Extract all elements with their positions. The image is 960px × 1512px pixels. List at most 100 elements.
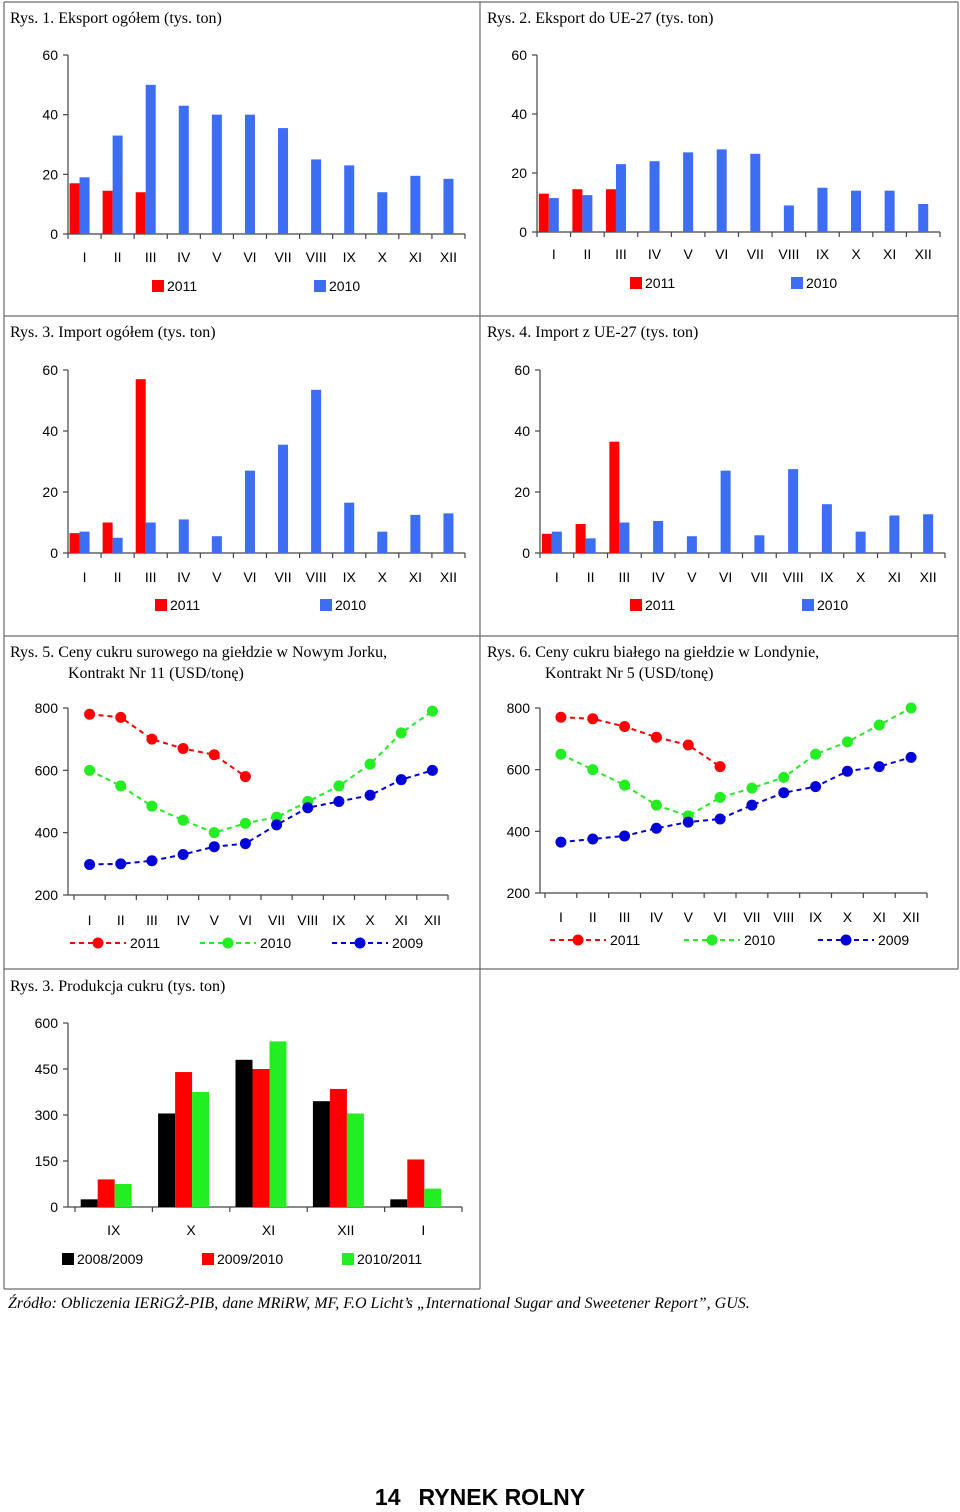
rys4-bar-2010-I	[551, 531, 562, 553]
rys2-legend-swatch-2011	[630, 277, 642, 289]
rys1-bar-2011-III	[135, 192, 146, 234]
rys1-x-tick-label: X	[378, 249, 388, 265]
rys7-legend-swatch-2009/2010	[202, 1253, 214, 1265]
rys6-point-2009-II	[587, 833, 599, 845]
rys5-point-2011-IV	[177, 743, 189, 755]
rys1-bar-2010-IV	[178, 105, 189, 234]
rys4-x-tick-label: III	[619, 569, 631, 585]
rys1-bar-2010-III	[145, 84, 156, 234]
rys7-x-tick-label: XI	[262, 1222, 275, 1238]
rys6-y-tick-label: 800	[507, 700, 531, 716]
rys5-point-2009-II	[115, 858, 127, 870]
rys6-point-2011-I	[555, 711, 567, 723]
rys6-y-tick-label: 400	[507, 823, 531, 839]
rys4-bar-2010-III	[619, 522, 630, 553]
rys3-title: Rys. 3. Import ogółem (tys. ton)	[10, 324, 216, 341]
rys7-y-tick-label: 150	[35, 1153, 59, 1169]
rys5-line-2011	[89, 713, 246, 778]
rys2-bar-2011-II	[572, 189, 583, 232]
rys6-point-2011-V	[682, 739, 694, 751]
rys1-bar-2011-II	[102, 190, 113, 234]
rys3-x-tick-label: V	[212, 569, 222, 585]
rys2-x-tick-label: III	[615, 246, 627, 262]
rys2-y-tick-label: 20	[511, 165, 527, 181]
rys7-x-tick-label: IX	[107, 1222, 121, 1238]
rys4-bar-2011-I	[541, 533, 552, 553]
rys6-title: Rys. 6. Ceny cukru białego na giełdzie w…	[487, 644, 820, 661]
rys7-y-tick-label: 0	[50, 1199, 58, 1215]
rys5-y-tick-label: 400	[35, 825, 59, 841]
rys6-line-2011	[560, 716, 721, 768]
rys1-x-tick-label: I	[83, 249, 87, 265]
rys3-x-tick-label: II	[114, 569, 122, 585]
rys6-point-2010-VI	[714, 791, 726, 803]
rys6-subtitle: Kontrakt Nr 5 (USD/tonę)	[545, 665, 714, 682]
rys2-legend-label-2011: 2011	[645, 275, 675, 291]
rys6-legend-label-2011: 2011	[610, 932, 640, 948]
rys3-y-tick-label: 20	[42, 484, 58, 500]
rys2-x-tick-label: X	[851, 246, 861, 262]
rys3-bar-2010-IX	[344, 502, 355, 553]
rys7-bar-2008/2009-I	[390, 1199, 408, 1207]
rys3-y-tick-label: 60	[42, 362, 58, 378]
rys5-legend-marker-2010	[222, 937, 234, 949]
rys2-y-tick-label: 40	[511, 106, 527, 122]
rys6-point-2010-III	[619, 779, 631, 791]
rys6-y-tick-label: 200	[507, 885, 531, 901]
rys5-x-tick-label: VIII	[297, 912, 318, 928]
rys1-legend-label-2011: 2011	[167, 278, 197, 294]
rys2-legend-swatch-2010	[791, 277, 803, 289]
rys3-legend-swatch-2010	[320, 599, 332, 611]
rys6-point-2009-XII	[905, 751, 917, 763]
rys6-x-tick-label: VIII	[773, 909, 794, 925]
rys2-x-tick-label: VII	[747, 246, 764, 262]
rys3-x-tick-label: X	[378, 569, 388, 585]
rys4-x-tick-label: IV	[652, 569, 666, 585]
rys1-x-tick-label: VII	[274, 249, 291, 265]
rys6-legend-label-2009: 2009	[878, 932, 909, 948]
rys7-bar-2009/2010-I	[407, 1159, 425, 1207]
rys4-y-tick-label: 60	[514, 362, 530, 378]
rys1-legend-label-2010: 2010	[329, 278, 360, 294]
rys5-point-2010-XI	[395, 727, 407, 739]
rys1-x-tick-label: III	[145, 249, 157, 265]
rys7-legend-label-2008/2009: 2008/2009	[77, 1251, 143, 1267]
rys1-bar-2010-VII	[278, 128, 289, 234]
rys4-bar-2010-V	[686, 536, 697, 553]
rys6-point-2009-III	[619, 830, 631, 842]
rys5-point-2010-III	[146, 800, 158, 812]
rys4-x-tick-label: I	[555, 569, 559, 585]
rys1-title: Rys. 1. Eksport ogółem (tys. ton)	[10, 10, 222, 27]
rys7-x-tick-label: X	[186, 1222, 196, 1238]
rys1-bar-2011-I	[69, 183, 80, 234]
rys7-bar-2008/2009-X	[158, 1113, 176, 1207]
rys4-legend-swatch-2011	[630, 599, 642, 611]
rys4-y-tick-label: 20	[514, 484, 530, 500]
rys6-x-tick-label: IX	[809, 909, 823, 925]
rys5-point-2009-XII	[426, 764, 438, 776]
rys7-bar-2010/2011-XI	[269, 1041, 287, 1207]
rys3-bar-2010-VIII	[311, 389, 322, 553]
rys6-point-2011-II	[587, 713, 599, 725]
rys2-x-tick-label: XI	[883, 246, 896, 262]
rys5-x-tick-label: I	[88, 912, 92, 928]
rys1-x-tick-label: VIII	[306, 249, 327, 265]
rys5-point-2010-V	[208, 827, 220, 839]
rys3-bar-2010-I	[79, 531, 90, 553]
rys4-legend-swatch-2010	[802, 599, 814, 611]
rys7-bar-2009/2010-XI	[252, 1069, 270, 1207]
rys1-x-tick-label: IX	[343, 249, 357, 265]
rys6-point-2011-III	[619, 721, 631, 732]
rys5-point-2010-VI	[239, 817, 251, 829]
rys2-bar-2010-IV	[649, 161, 660, 232]
rys7-y-tick-label: 600	[35, 1015, 59, 1031]
rys3-x-tick-label: III	[145, 569, 157, 585]
rys7-bar-2009/2010-X	[175, 1072, 193, 1207]
rys5-point-2010-IX	[333, 780, 345, 792]
rys5-legend-marker-2009	[354, 937, 366, 949]
rys3-y-tick-label: 0	[50, 545, 58, 561]
publication-title: RYNEK ROLNY	[418, 1484, 586, 1510]
rys7-legend-label-2009/2010: 2009/2010	[217, 1251, 283, 1267]
